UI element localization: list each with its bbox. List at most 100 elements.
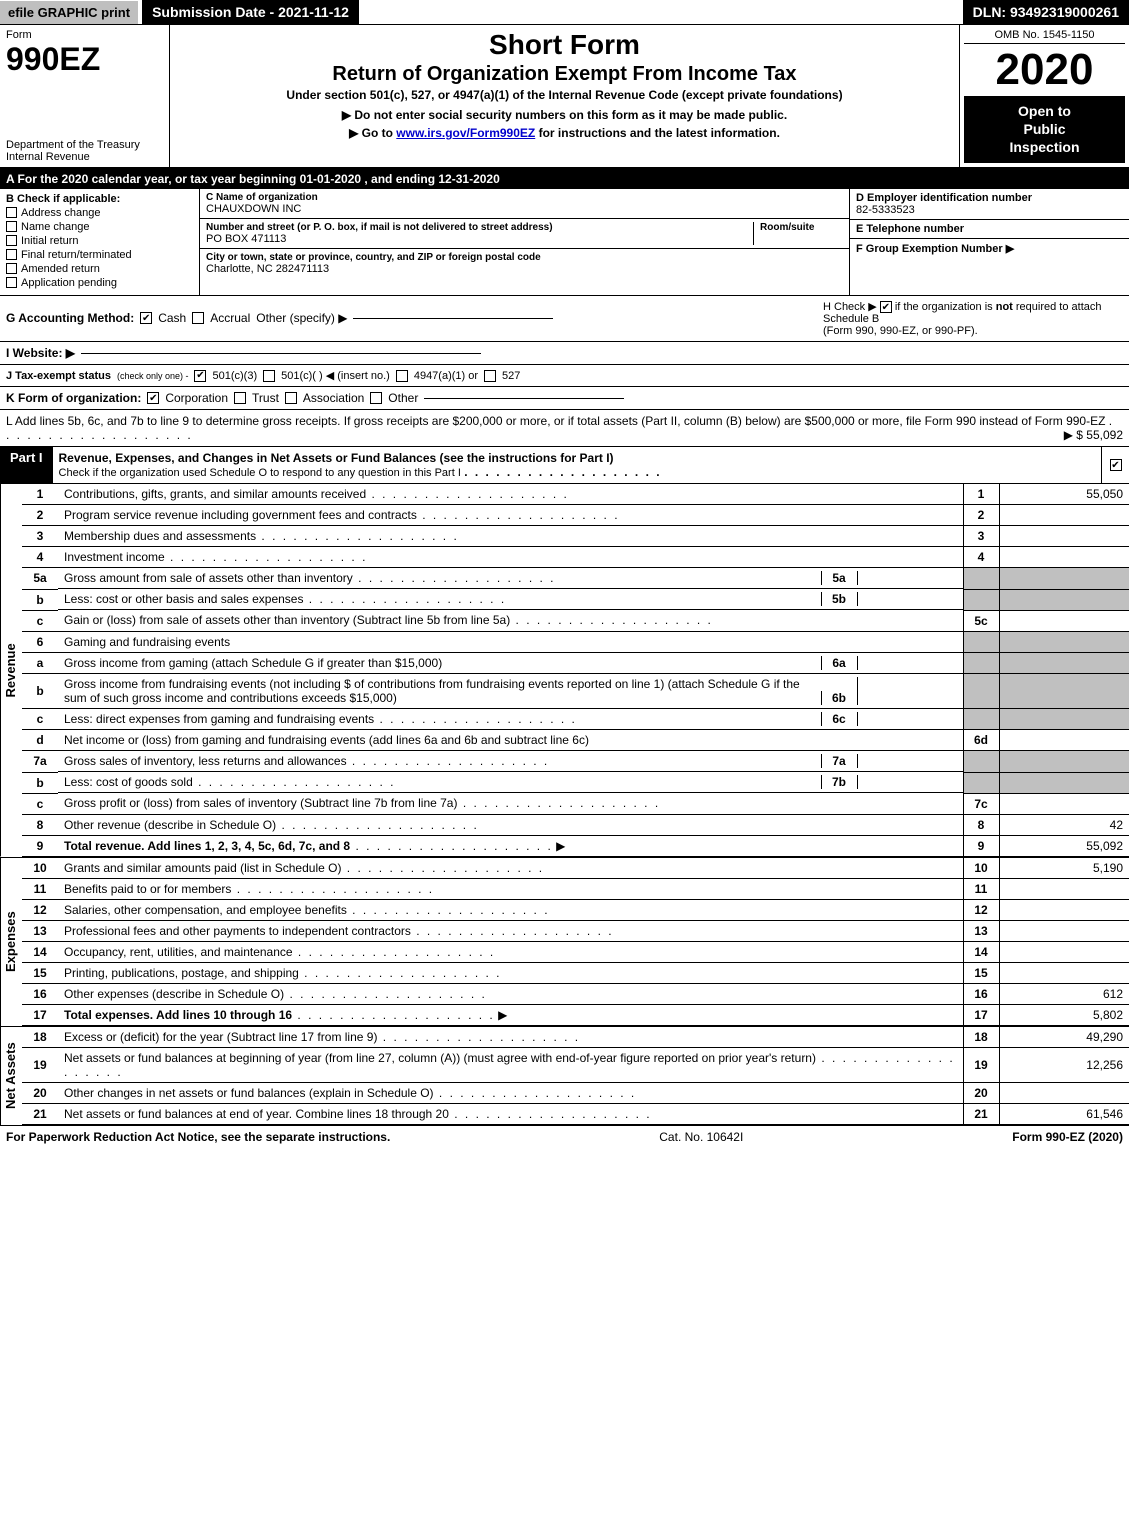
- expenses-table: 10Grants and similar amounts paid (list …: [22, 858, 1129, 1026]
- label-amended-return: Amended return: [21, 263, 100, 275]
- checkbox-address-change[interactable]: [6, 207, 17, 218]
- section-l-text: L Add lines 5b, 6c, and 7b to line 9 to …: [6, 414, 1105, 428]
- label-address-change: Address change: [21, 207, 101, 219]
- checkbox-corporation[interactable]: [147, 392, 159, 404]
- line-5c: cGain or (loss) from sale of assets othe…: [22, 610, 1129, 631]
- label-corporation: Corporation: [165, 391, 228, 405]
- page-footer: For Paperwork Reduction Act Notice, see …: [0, 1126, 1129, 1148]
- subval-6c: [857, 712, 957, 726]
- subtitle: Under section 501(c), 527, or 4947(a)(1)…: [176, 88, 953, 102]
- submission-date: Submission Date - 2021-11-12: [142, 0, 359, 24]
- part1-header-row: Part I Revenue, Expenses, and Changes in…: [0, 447, 1129, 484]
- header-center: Short Form Return of Organization Exempt…: [170, 25, 959, 167]
- checkbox-501c3[interactable]: [194, 370, 206, 382]
- netassets-table: 18Excess or (deficit) for the year (Subt…: [22, 1027, 1129, 1125]
- subval-6b: [857, 677, 957, 705]
- line-1: 1Contributions, gifts, grants, and simil…: [22, 484, 1129, 505]
- label-cash: Cash: [158, 311, 186, 325]
- tax-year: 2020: [964, 48, 1125, 92]
- irs-link[interactable]: www.irs.gov/Form990EZ: [396, 126, 535, 140]
- h-text2: if the organization is: [895, 301, 996, 313]
- checkbox-final-return[interactable]: [6, 249, 17, 260]
- line-14: 14Occupancy, rent, utilities, and mainte…: [22, 941, 1129, 962]
- accounting-method-label: G Accounting Method:: [6, 311, 134, 325]
- line-8: 8Other revenue (describe in Schedule O)8…: [22, 814, 1129, 835]
- line-2: 2Program service revenue including gover…: [22, 505, 1129, 526]
- efile-print-button[interactable]: efile GRAPHIC print: [0, 1, 138, 24]
- checkbox-cash[interactable]: [140, 312, 152, 324]
- line-6: 6Gaming and fundraising events: [22, 631, 1129, 652]
- header-left: Form 990EZ Department of the Treasury In…: [0, 25, 170, 167]
- public-line1: Open to: [968, 102, 1121, 120]
- checkbox-schedule-o-part1[interactable]: [1110, 459, 1122, 471]
- form-org-label: K Form of organization:: [6, 391, 141, 405]
- subval-6a: [857, 656, 957, 670]
- part1-title: Revenue, Expenses, and Changes in Net As…: [53, 447, 1101, 483]
- side-label-netassets: Net Assets: [0, 1027, 22, 1125]
- line-6d: dNet income or (loss) from gaming and fu…: [22, 730, 1129, 751]
- instruction-link: ▶ Go to www.irs.gov/Form990EZ for instru…: [176, 126, 953, 140]
- subval-7a: [857, 754, 957, 768]
- other-method-input[interactable]: [353, 318, 553, 319]
- section-a-tax-year: A For the 2020 calendar year, or tax yea…: [0, 169, 1129, 189]
- city-label: City or town, state or province, country…: [206, 252, 843, 263]
- phone-label: E Telephone number: [856, 223, 1123, 235]
- label-other-method: Other (specify) ▶: [256, 311, 347, 325]
- header-right: OMB No. 1545-1150 2020 Open to Public In…: [959, 25, 1129, 167]
- label-association: Association: [303, 391, 364, 405]
- public-inspection-box: Open to Public Inspection: [964, 96, 1125, 163]
- form-word: Form: [6, 29, 163, 41]
- line-18: 18Excess or (deficit) for the year (Subt…: [22, 1027, 1129, 1048]
- title-return: Return of Organization Exempt From Incom…: [176, 63, 953, 86]
- label-501c: 501(c)( ) ◀ (insert no.): [281, 369, 390, 382]
- label-527: 527: [502, 370, 520, 382]
- label-initial-return: Initial return: [21, 235, 78, 247]
- checkbox-other-org[interactable]: [370, 392, 382, 404]
- line-5b: bLess: cost or other basis and sales exp…: [22, 589, 1129, 610]
- section-k: K Form of organization: Corporation Trus…: [0, 387, 1129, 410]
- addr-label: Number and street (or P. O. box, if mail…: [206, 222, 753, 233]
- org-name-label: C Name of organization: [206, 192, 843, 203]
- city-value: Charlotte, NC 282471113: [206, 263, 843, 275]
- label-501c3: 501(c)(3): [212, 370, 257, 382]
- checkbox-527[interactable]: [484, 370, 496, 382]
- public-line3: Inspection: [968, 138, 1121, 156]
- checkbox-name-change[interactable]: [6, 221, 17, 232]
- line-7a: 7aGross sales of inventory, less returns…: [22, 751, 1129, 773]
- label-final-return: Final return/terminated: [21, 249, 132, 261]
- top-bar: efile GRAPHIC print Submission Date - 20…: [0, 0, 1129, 25]
- part1-label: Part I: [0, 447, 53, 483]
- checkbox-501c[interactable]: [263, 370, 275, 382]
- line-21: 21Net assets or fund balances at end of …: [22, 1103, 1129, 1124]
- website-input[interactable]: [81, 353, 481, 354]
- line-12: 12Salaries, other compensation, and empl…: [22, 899, 1129, 920]
- section-j: J Tax-exempt status (check only one) - 5…: [0, 365, 1129, 387]
- label-trust: Trust: [252, 391, 279, 405]
- checkbox-trust[interactable]: [234, 392, 246, 404]
- line-3: 3Membership dues and assessments3: [22, 526, 1129, 547]
- line-16: 16Other expenses (describe in Schedule O…: [22, 983, 1129, 1004]
- line-17: 17Total expenses. Add lines 10 through 1…: [22, 1004, 1129, 1025]
- section-l: L Add lines 5b, 6c, and 7b to line 9 to …: [0, 410, 1129, 447]
- footer-mid: Cat. No. 10642I: [659, 1130, 743, 1144]
- checkbox-association[interactable]: [285, 392, 297, 404]
- info-block: B Check if applicable: Address change Na…: [0, 189, 1129, 296]
- title-short-form: Short Form: [176, 29, 953, 61]
- h-text1: H Check ▶: [823, 301, 880, 313]
- checkbox-application-pending[interactable]: [6, 277, 17, 288]
- checkbox-accrual[interactable]: [192, 312, 204, 324]
- checkbox-amended-return[interactable]: [6, 263, 17, 274]
- form-header: Form 990EZ Department of the Treasury In…: [0, 25, 1129, 169]
- checkbox-schedule-b-not-required[interactable]: [880, 301, 892, 313]
- subval-5a: [857, 571, 957, 585]
- expenses-section: Expenses 10Grants and similar amounts pa…: [0, 858, 1129, 1027]
- checkbox-4947a1[interactable]: [396, 370, 408, 382]
- line-10: 10Grants and similar amounts paid (list …: [22, 858, 1129, 879]
- line-9: 9Total revenue. Add lines 1, 2, 3, 4, 5c…: [22, 835, 1129, 856]
- other-org-input[interactable]: [424, 398, 624, 399]
- line-6a: aGross income from gaming (attach Schedu…: [22, 652, 1129, 674]
- checkbox-initial-return[interactable]: [6, 235, 17, 246]
- website-label: I Website: ▶: [6, 346, 75, 360]
- label-other-org: Other: [388, 391, 418, 405]
- line-19: 19Net assets or fund balances at beginni…: [22, 1047, 1129, 1082]
